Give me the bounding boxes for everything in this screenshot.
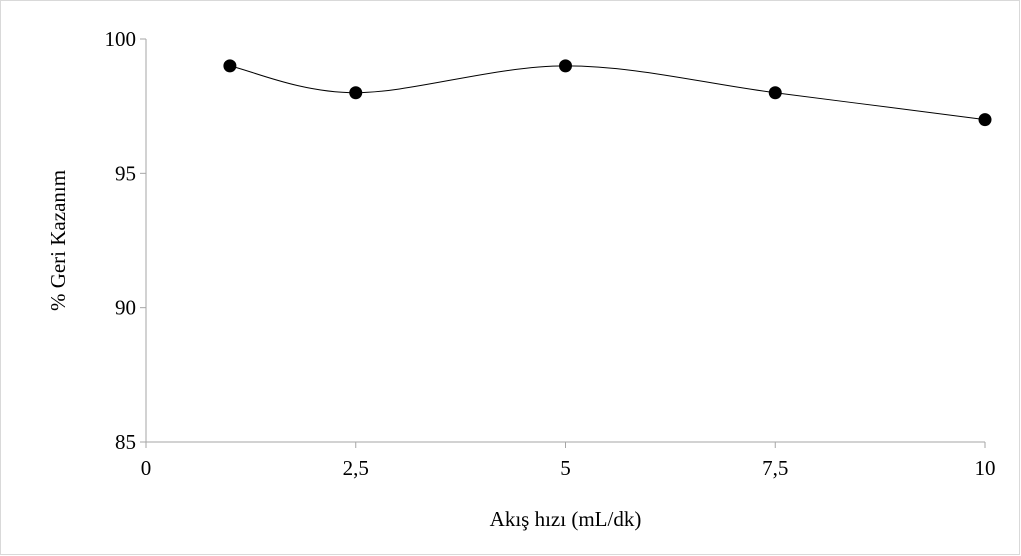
y-tick-label: 85: [115, 430, 136, 454]
y-axis-title: % Geri Kazanım: [46, 170, 70, 311]
series-markers: [223, 59, 992, 127]
tick-labels: 85 90 95 100 0 2,5 5 7,5 10: [105, 27, 996, 480]
x-axis-title: Akış hızı (mL/dk): [490, 507, 642, 531]
data-point: [349, 86, 363, 100]
series-line: [229, 65, 986, 121]
series-lines: [229, 65, 986, 121]
x-tick-label: 2,5: [343, 456, 369, 480]
y-tick-label: 100: [105, 27, 137, 51]
y-tick-label: 95: [115, 161, 136, 185]
x-tick-label: 7,5: [762, 456, 788, 480]
x-tick-label: 5: [560, 456, 571, 480]
y-tick-label: 90: [115, 296, 136, 320]
axes: [140, 38, 986, 448]
data-point: [559, 59, 572, 73]
x-tick-label: 0: [141, 456, 152, 480]
x-tick-label: 10: [975, 456, 996, 480]
data-point: [978, 113, 992, 127]
data-point: [768, 86, 782, 100]
data-point: [223, 59, 237, 73]
